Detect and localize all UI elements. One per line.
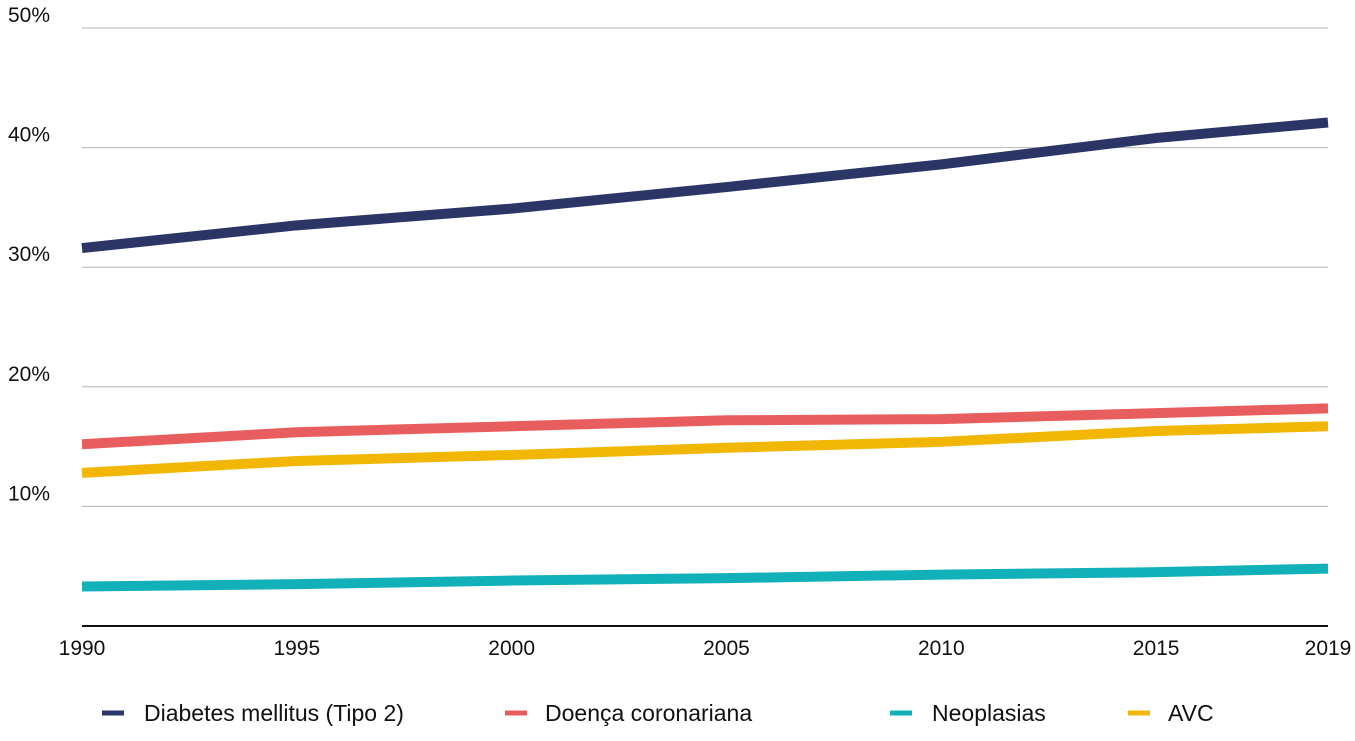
x-tick-label: 2019 (1305, 637, 1352, 660)
series-lines (81, 117, 1329, 592)
series-line-1 (81, 403, 1329, 450)
x-tick-label: 2010 (918, 637, 965, 660)
x-tick-label: 2005 (703, 637, 750, 660)
legend-label-3: AVC (1168, 700, 1214, 726)
axes: 10% 20% 30% 40% 50% 1990 1995 2000 2005 2010 2015 2… (8, 4, 1351, 660)
x-tick-label: 1990 (59, 637, 106, 660)
y-tick-label: 10% (8, 482, 50, 505)
series-line-0 (81, 117, 1329, 254)
legend-label-2: Neoplasias (932, 700, 1046, 726)
legend-label-1: Doença coronariana (545, 700, 752, 726)
series-line-3 (81, 421, 1329, 478)
legend-label-0: Diabetes mellitus (Tipo 2) (144, 700, 404, 726)
y-tick-label: 40% (8, 124, 50, 147)
x-tick-label: 2015 (1133, 637, 1180, 660)
x-tick-label: 1995 (273, 637, 320, 660)
series-line-2 (81, 563, 1329, 592)
gridlines (82, 27, 1328, 507)
x-tick-label: 2000 (488, 637, 535, 660)
y-tick-label: 20% (8, 363, 50, 386)
y-tick-label: 30% (8, 243, 50, 266)
y-tick-label: 50% (8, 4, 50, 27)
legend: Diabetes mellitus (Tipo 2) Doença coronar… (102, 700, 1214, 726)
